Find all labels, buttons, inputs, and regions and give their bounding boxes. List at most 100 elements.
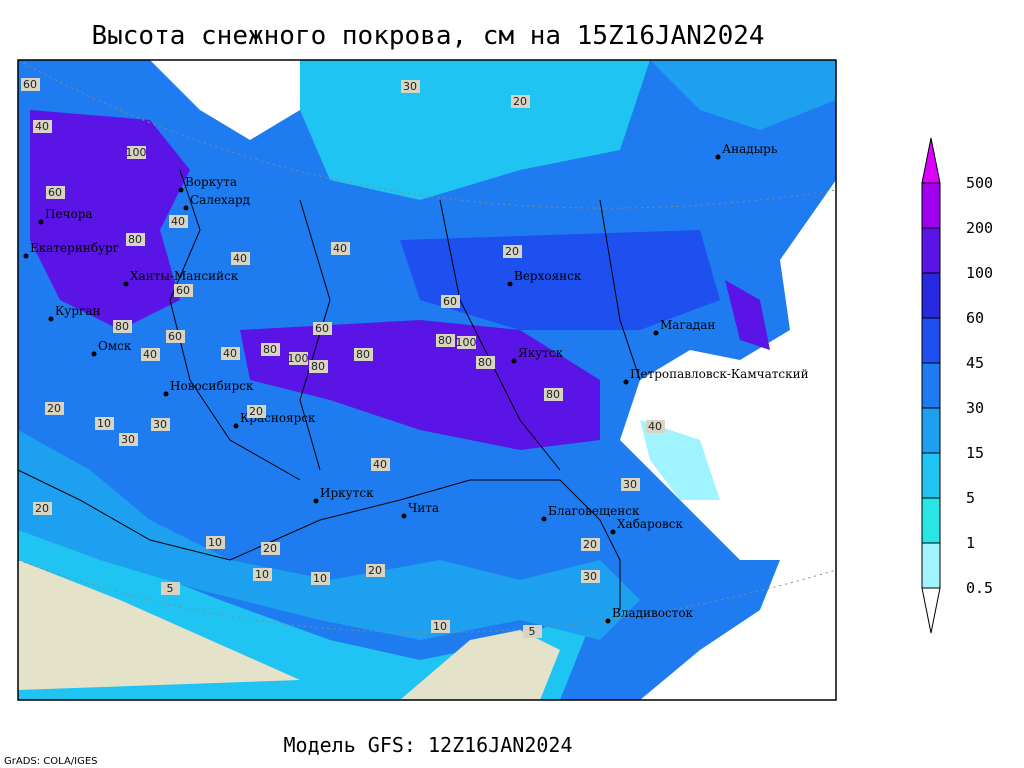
contour-label: 60 — [48, 186, 62, 199]
city-dot — [610, 529, 616, 535]
contour-label: 60 — [176, 284, 190, 297]
legend-label: 200 — [966, 219, 993, 237]
city-label: Анадырь — [722, 142, 778, 156]
contour-label: 20 — [583, 538, 597, 551]
contour-label: 30 — [403, 80, 417, 93]
snow-very-deep — [240, 320, 600, 450]
contour-label-box — [166, 330, 185, 343]
contour-label: 20 — [35, 502, 49, 515]
pacific — [620, 180, 836, 700]
legend-label: 500 — [966, 174, 993, 192]
contour-label-box — [113, 320, 132, 333]
contour-label: 80 — [546, 388, 560, 401]
legend-label: 15 — [966, 444, 984, 462]
city-dot — [401, 513, 407, 519]
contour-label-box — [441, 295, 460, 308]
contour-label-box — [331, 242, 350, 255]
contour-label: 60 — [443, 295, 457, 308]
contour-label-box — [309, 360, 328, 373]
legend-label: 0.5 — [966, 579, 993, 597]
credit: GrADS: COLA/IGES — [4, 756, 98, 767]
contour-label: 20 — [513, 95, 527, 108]
arctic-ice — [300, 60, 650, 200]
contour-label: 20 — [249, 405, 263, 418]
contour-label: 60 — [23, 78, 37, 91]
city-label: Иркутск — [320, 486, 374, 500]
legend-swatch — [921, 362, 941, 409]
city-dot — [233, 423, 239, 429]
legend-swatch — [921, 452, 941, 499]
snow-deep — [400, 230, 720, 330]
city-label: Петропавловск-Камчатский — [630, 367, 809, 381]
contour-label-box — [206, 536, 225, 549]
legend-label: 5 — [966, 489, 975, 507]
legend-swatch — [921, 137, 941, 184]
contour-label-box — [436, 334, 455, 347]
contour-label: 40 — [648, 420, 662, 433]
city-label: Якутск — [518, 346, 564, 360]
contour-label-box — [581, 538, 600, 551]
city-dot — [623, 379, 629, 385]
contour-label-box — [621, 478, 640, 491]
contour-label: 30 — [623, 478, 637, 491]
snow-mid — [18, 430, 640, 640]
contour-label: 40 — [171, 215, 185, 228]
contour-label: 100 — [456, 336, 477, 349]
city-label: Благовещенск — [548, 504, 640, 518]
contour-label: 40 — [143, 348, 157, 361]
contour-label-box — [169, 215, 188, 228]
city-label: Верхоянск — [514, 269, 582, 283]
contour-label-box — [127, 146, 146, 159]
contour-label-box — [431, 620, 450, 633]
contour-label-box — [646, 420, 665, 433]
grid-line — [17, 59, 837, 209]
contour-label-box — [401, 80, 420, 93]
bare-ground — [18, 560, 300, 690]
city-label: Чита — [408, 501, 439, 515]
footer: Модель GFS: 12Z16JAN2024 — [284, 733, 573, 757]
contour-label: 80 — [263, 343, 277, 356]
city-label: Салехард — [190, 193, 250, 207]
contour-label-box — [174, 284, 193, 297]
legend-label: 1 — [966, 534, 975, 552]
contour-label: 40 — [233, 252, 247, 265]
city-label: Омск — [98, 339, 132, 353]
city-label: Магадан — [660, 318, 715, 332]
sea — [150, 60, 300, 140]
contour-label: 30 — [121, 433, 135, 446]
city-label: Воркута — [185, 175, 237, 189]
contour-label-box — [161, 582, 180, 595]
contour-label: 5 — [167, 582, 174, 595]
contour-label-box — [503, 245, 522, 258]
contour-label-box — [253, 568, 272, 581]
city-dot — [605, 618, 611, 624]
city-label: Курган — [55, 304, 100, 318]
snow-very-deep — [30, 110, 190, 330]
contour-label-box — [511, 95, 530, 108]
city-label: Хабаровск — [617, 517, 683, 531]
contour-label-box — [544, 388, 563, 401]
contour-label-box — [311, 572, 330, 585]
contour-label: 80 — [438, 334, 452, 347]
city-dot — [163, 391, 169, 397]
contour-label: 20 — [47, 402, 61, 415]
legend-swatch — [921, 317, 941, 364]
arctic-ice — [650, 60, 836, 130]
city-label: Владивосток — [612, 606, 694, 620]
contour-label: 80 — [356, 348, 370, 361]
legend-swatch — [921, 227, 941, 274]
city-dot — [23, 253, 29, 259]
legend-label: 100 — [966, 264, 993, 282]
legend-label: 30 — [966, 399, 984, 417]
kamchatka — [725, 280, 770, 350]
contour-label-box — [523, 625, 542, 638]
city-dot — [48, 316, 54, 322]
contour-label: 40 — [35, 120, 49, 133]
city-dot — [715, 154, 721, 160]
legend-swatch — [921, 542, 941, 589]
contour-label: 10 — [433, 620, 447, 633]
city-dot — [178, 187, 184, 193]
contour-label-box — [46, 186, 65, 199]
contour-label: 30 — [153, 418, 167, 431]
contour-label-box — [313, 322, 332, 335]
